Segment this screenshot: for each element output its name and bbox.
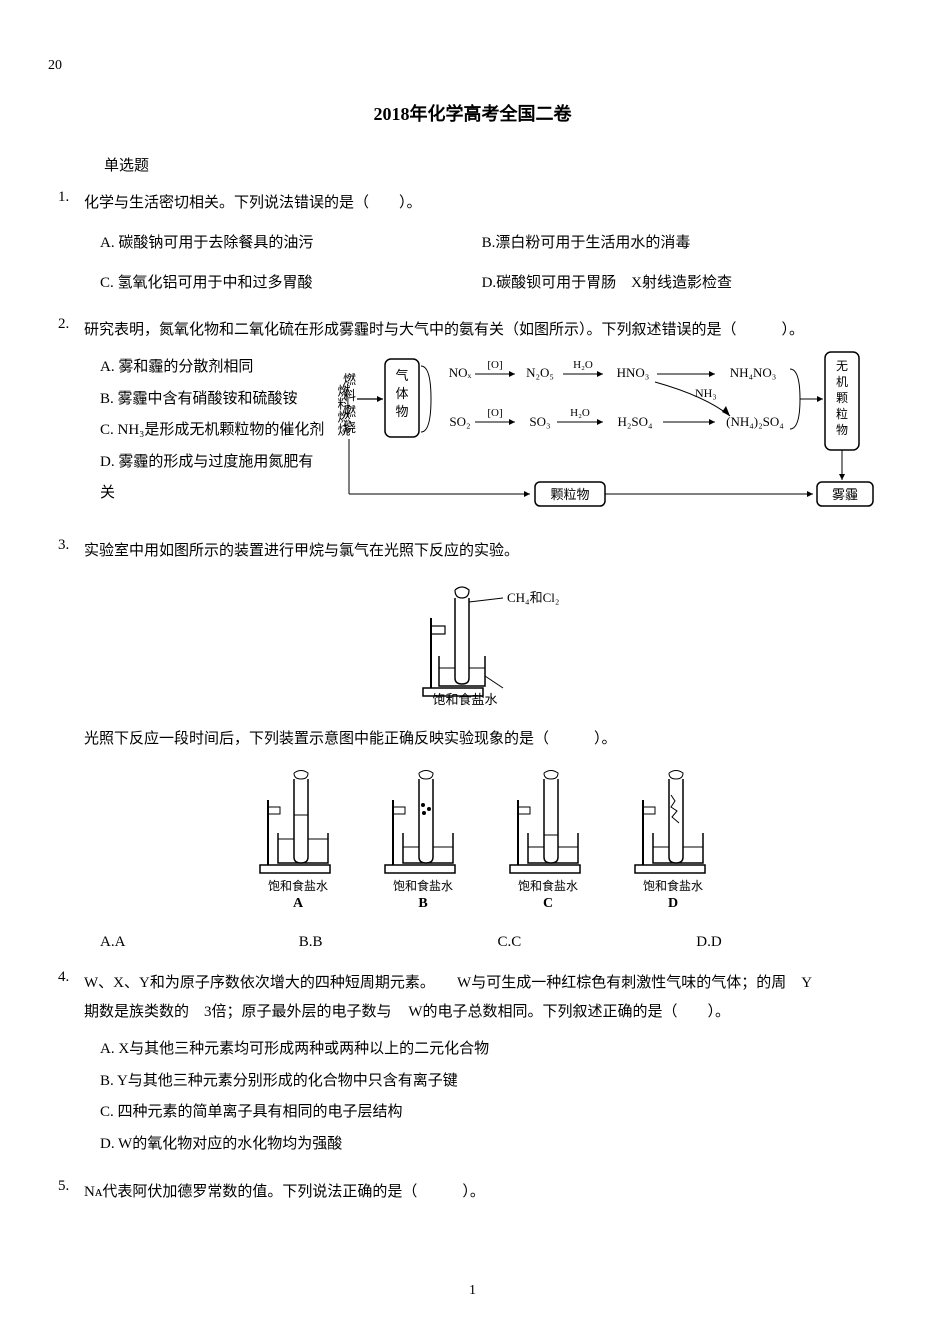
svg-text:NH₄NO₃: NH₄NO₃ bbox=[730, 365, 777, 380]
svg-text:饱和食盐水: 饱和食盐水 bbox=[267, 878, 327, 893]
q2-diagram: 燃料燃烧 燃 料 燃 烧 气 体 物 NOₓ [O] N₂O₅ bbox=[325, 344, 895, 519]
svg-text:机: 机 bbox=[836, 375, 848, 389]
svg-text:H₂O: H₂O bbox=[570, 407, 590, 419]
svg-text:H₂SO₄: H₂SO₄ bbox=[617, 414, 653, 429]
svg-text:CH₄和Cl₂: CH₄和Cl₂ bbox=[507, 590, 559, 605]
svg-text:气: 气 bbox=[395, 368, 408, 383]
svg-text:粒: 粒 bbox=[836, 406, 848, 421]
q1-opt-c: C. 氢氧化铝可用于中和过多胃酸 bbox=[100, 268, 482, 298]
q2-num: 2. bbox=[58, 316, 69, 333]
svg-text:NH₃: NH₃ bbox=[695, 386, 717, 400]
svg-text:体: 体 bbox=[395, 386, 408, 401]
svg-text:物: 物 bbox=[836, 423, 848, 437]
svg-text:物: 物 bbox=[395, 404, 408, 419]
svg-text:燃: 燃 bbox=[343, 372, 356, 387]
q4-text-line2: 期数是族类数的 3倍；原子最外层的电子数与 W的电子总数相同。下列叙述正确的是（… bbox=[84, 998, 895, 1027]
svg-text:烧: 烧 bbox=[343, 420, 356, 435]
q3-answer-options: A.A B.B C.C D.D bbox=[100, 934, 895, 951]
q3-ans-d: D.D bbox=[696, 934, 895, 951]
q3-ans-a: A.A bbox=[100, 934, 299, 951]
exam-title: 2018年化学高考全国二卷 bbox=[50, 100, 895, 126]
svg-text:C: C bbox=[542, 896, 552, 911]
q1-text: 化学与生活密切相关。下列说法错误的是（ ）。 bbox=[84, 189, 895, 218]
page-number-bottom: 1 bbox=[469, 1283, 476, 1299]
svg-text:无: 无 bbox=[836, 359, 848, 373]
svg-text:饱和食盐水: 饱和食盐水 bbox=[642, 878, 702, 893]
q2-options: A. 雾和霾的分散剂相同 B. 雾霾中含有硝酸铵和硫酸铵 C. NH₃是形成无机… bbox=[100, 352, 325, 510]
q4-options: A. X与其他三种元素均可形成两种或两种以上的二元化合物 B. Y与其他三种元素… bbox=[100, 1034, 895, 1160]
q2-text: 研究表明，氮氧化物和二氧化硫在形成雾霾时与大气中的氨有关（如图所示）。下列叙述错… bbox=[84, 316, 895, 345]
svg-text:B: B bbox=[418, 896, 427, 911]
q3-apparatus-main: CH₄和Cl₂ 饱和食盐水 bbox=[84, 578, 895, 713]
q4-opt-b: B. Y与其他三种元素分别形成的化合物中只含有离子键 bbox=[100, 1066, 895, 1098]
svg-text:颗: 颗 bbox=[836, 391, 848, 405]
svg-text:饱和食盐水: 饱和食盐水 bbox=[392, 878, 452, 893]
q4-opt-a: A. X与其他三种元素均可形成两种或两种以上的二元化合物 bbox=[100, 1034, 895, 1066]
svg-text:饱和食盐水: 饱和食盐水 bbox=[432, 692, 497, 707]
options-svg: 饱和食盐水 A 饱和食盐水 B bbox=[230, 765, 750, 915]
q4-opt-d: D. W的氧化物对应的水化物均为强酸 bbox=[100, 1129, 895, 1161]
svg-text:NOₓ: NOₓ bbox=[449, 365, 472, 380]
q2-opt-a: A. 雾和霾的分散剂相同 bbox=[100, 352, 325, 384]
question-3: 3. 实验室中用如图所示的装置进行甲烷与氯气在光照下反应的实验。 CH₄和Cl₂… bbox=[84, 537, 895, 951]
svg-text:雾霾: 雾霾 bbox=[832, 487, 858, 502]
svg-text:料: 料 bbox=[343, 388, 356, 403]
svg-text:[O]: [O] bbox=[487, 359, 502, 371]
svg-text:D: D bbox=[667, 896, 677, 911]
q4-num: 4. bbox=[58, 969, 69, 986]
svg-text:N₂O₅: N₂O₅ bbox=[526, 365, 554, 380]
section-label: 单选题 bbox=[104, 154, 895, 175]
q3-ans-b: B.B bbox=[299, 934, 498, 951]
q1-opt-a: A. 碳酸钠可用于去除餐具的油污 bbox=[100, 228, 482, 258]
q1-options-row2: C. 氢氧化铝可用于中和过多胃酸 D.碳酸钡可用于胃肠 X射线造影检查 bbox=[100, 268, 895, 298]
q4-text-line1: W、X、Y和为原子序数依次增大的四种短周期元素。 W与可生成一种红棕色有刺激性气… bbox=[84, 969, 895, 998]
q4-l2a: 期数是族类数的 3倍；原子最外层的电子数与 bbox=[84, 998, 408, 1027]
q2-opt-d: D. 雾霾的形成与过度施用氮肥有关 bbox=[100, 447, 325, 510]
q3-num: 3. bbox=[58, 537, 69, 554]
q3-text2: 光照下反应一段时间后，下列装置示意图中能正确反映实验现象的是（ ）。 bbox=[84, 725, 895, 754]
svg-text:[O]: [O] bbox=[487, 407, 502, 419]
svg-text:HNO₃: HNO₃ bbox=[617, 365, 650, 380]
question-2: 2. 研究表明，氮氧化物和二氧化硫在形成雾霾时与大气中的氨有关（如图所示）。下列… bbox=[84, 316, 895, 520]
svg-text:A: A bbox=[292, 896, 303, 911]
q2-opt-c: C. NH₃是形成无机颗粒物的催化剂 bbox=[100, 415, 325, 447]
svg-text:燃: 燃 bbox=[343, 404, 356, 419]
question-5: 5. Nᴀ代表阿伏加德罗常数的值。下列说法正确的是（ ）。 bbox=[84, 1178, 895, 1207]
svg-text:饱和食盐水: 饱和食盐水 bbox=[517, 878, 577, 893]
apparatus-main-svg: CH₄和Cl₂ 饱和食盐水 bbox=[405, 578, 575, 708]
svg-text:SO₂: SO₂ bbox=[449, 414, 470, 429]
svg-text:(NH₄)₂SO₄: (NH₄)₂SO₄ bbox=[726, 414, 784, 429]
q4-l1b: W与可生成一种红棕色有刺激性气味的气体；的周 Y bbox=[457, 969, 812, 998]
q4-opt-c: C. 四种元素的简单离子具有相同的电子层结构 bbox=[100, 1097, 895, 1129]
q5-num: 5. bbox=[58, 1178, 69, 1195]
svg-text:颗粒物: 颗粒物 bbox=[550, 487, 589, 502]
q3-ans-c: C.C bbox=[498, 934, 697, 951]
q4-l1a: W、X、Y和为原子序数依次增大的四种短周期元素。 bbox=[84, 969, 457, 998]
q1-num: 1. bbox=[58, 189, 69, 206]
q1-options-row1: A. 碳酸钠可用于去除餐具的油污 B.漂白粉可用于生活用水的消毒 bbox=[100, 228, 895, 258]
question-1: 1. 化学与生活密切相关。下列说法错误的是（ ）。 A. 碳酸钠可用于去除餐具的… bbox=[84, 189, 895, 298]
question-4: 4. W、X、Y和为原子序数依次增大的四种短周期元素。 W与可生成一种红棕色有刺… bbox=[84, 969, 895, 1160]
q3-option-figures: 饱和食盐水 A 饱和食盐水 B bbox=[84, 765, 895, 920]
haze-diagram-svg: 燃料燃烧 燃 料 燃 烧 气 体 物 NOₓ [O] N₂O₅ bbox=[335, 344, 895, 514]
svg-text:H₂O: H₂O bbox=[573, 359, 593, 371]
q1-opt-b: B.漂白粉可用于生活用水的消毒 bbox=[482, 228, 864, 258]
svg-text:SO₃: SO₃ bbox=[529, 414, 550, 429]
q1-opt-d: D.碳酸钡可用于胃肠 X射线造影检查 bbox=[482, 268, 864, 298]
q4-l2b: W的电子总数相同。下列叙述正确的是（ ）。 bbox=[408, 998, 730, 1027]
q2-opt-b: B. 雾霾中含有硝酸铵和硫酸铵 bbox=[100, 384, 325, 416]
q3-text: 实验室中用如图所示的装置进行甲烷与氯气在光照下反应的实验。 bbox=[84, 537, 895, 566]
q5-text: Nᴀ代表阿伏加德罗常数的值。下列说法正确的是（ ）。 bbox=[84, 1178, 895, 1207]
page-number-top: 20 bbox=[48, 58, 62, 74]
